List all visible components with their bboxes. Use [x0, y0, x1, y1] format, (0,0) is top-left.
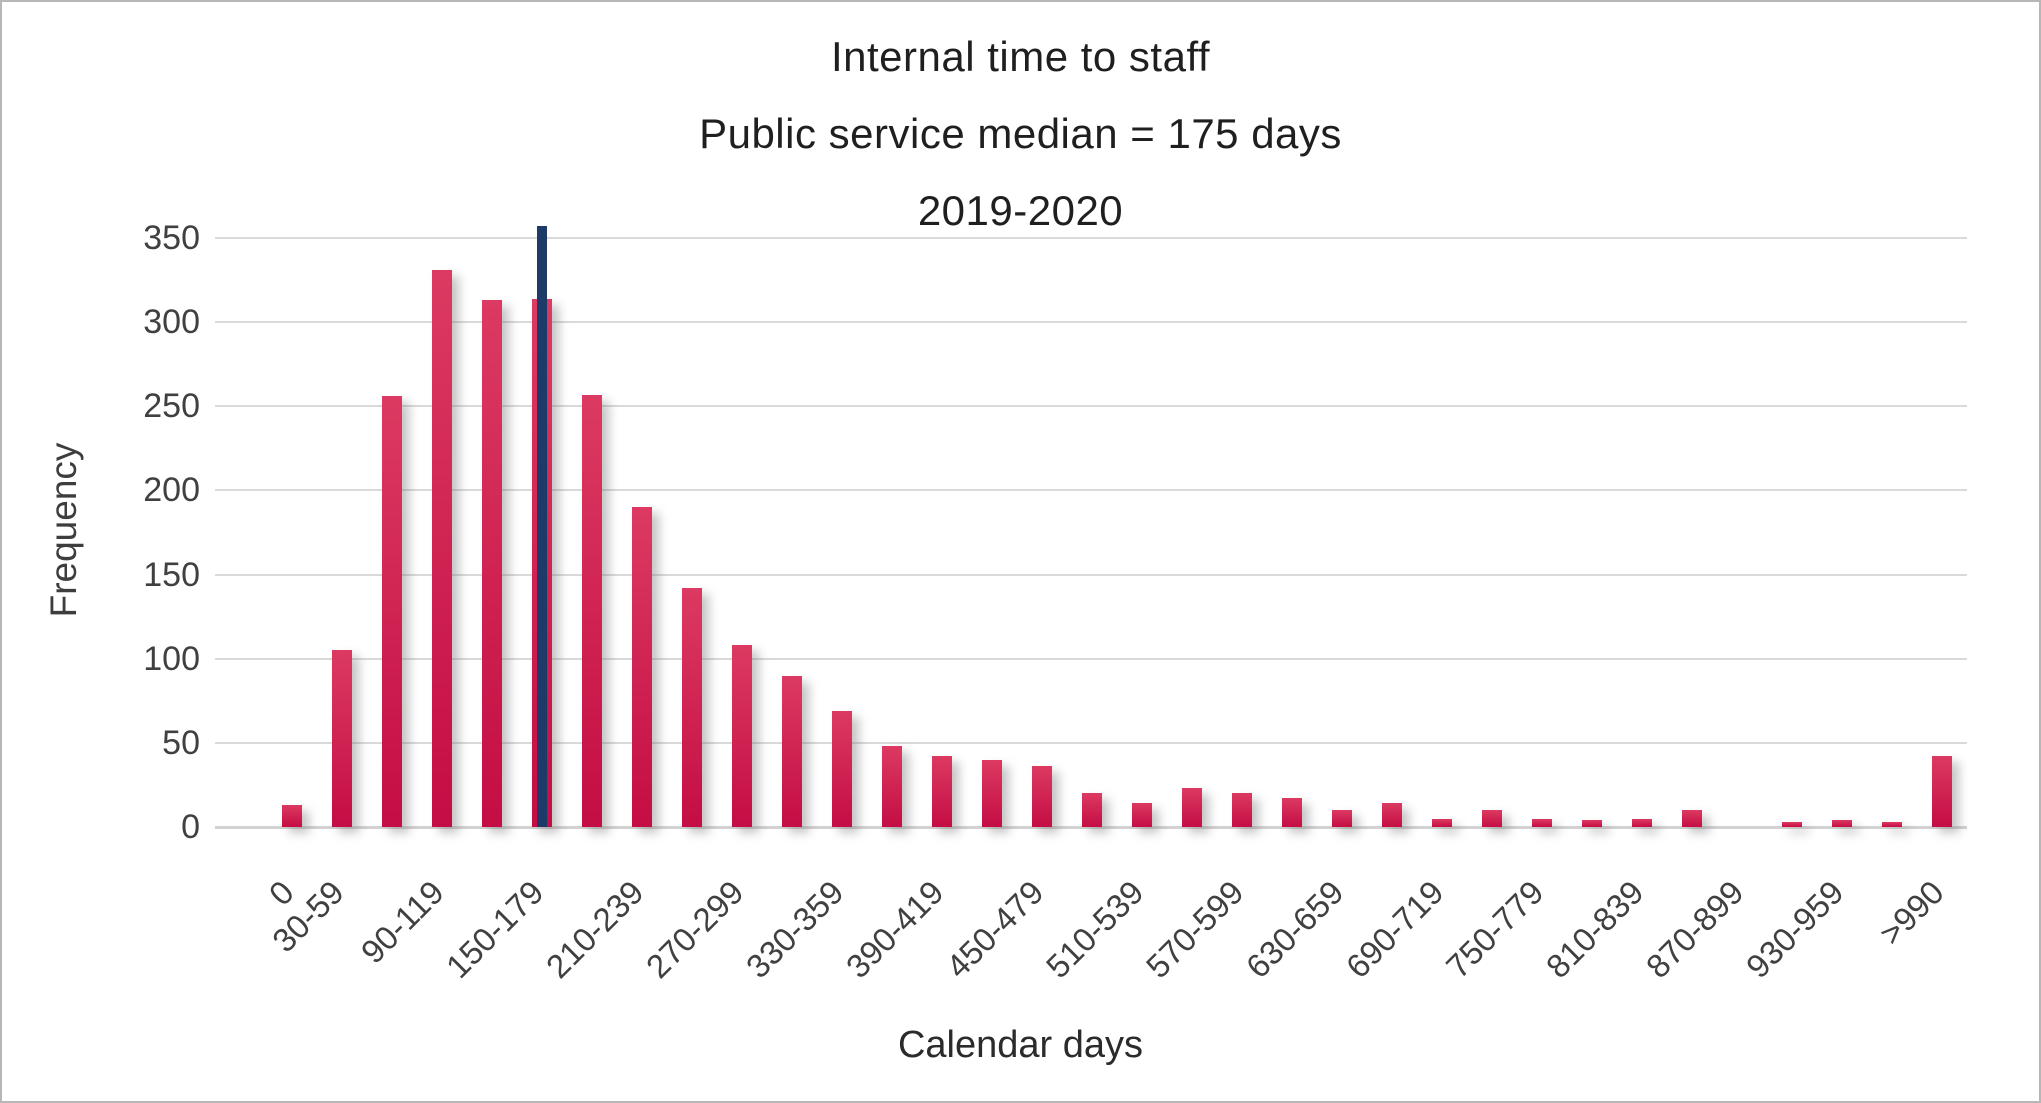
bar [882, 746, 902, 827]
bar [1882, 821, 1902, 827]
x-axis-title: Calendar days [897, 1024, 1144, 1066]
bar [1782, 821, 1802, 827]
x-tick-label: 870-899 [1638, 873, 1751, 986]
bar [1332, 810, 1352, 827]
y-tick-label: 0 [181, 808, 200, 846]
gridline [215, 237, 1967, 239]
bar [1382, 803, 1402, 827]
gridline [215, 405, 1967, 408]
gridline [215, 573, 1967, 576]
bar [1832, 820, 1852, 827]
bar [1582, 820, 1602, 827]
bar [682, 588, 702, 827]
y-tick-label: 250 [143, 387, 200, 426]
y-tick-label: 350 [143, 219, 200, 257]
bar [282, 805, 302, 827]
x-tick-label: 390-419 [838, 873, 951, 986]
bar [1532, 818, 1552, 827]
chart-title-line-2: Public service median = 175 days [699, 110, 1342, 157]
y-tick-label: 100 [143, 639, 200, 678]
bar [1482, 810, 1502, 827]
bar [1682, 810, 1702, 827]
bar [632, 507, 652, 827]
chart-title-line-1: Internal time to staff [830, 33, 1211, 80]
x-tick-label: >990 [1871, 873, 1951, 953]
bar [1282, 798, 1302, 827]
y-tick-label: 50 [162, 723, 200, 762]
y-axis-title: Frequency [43, 442, 84, 617]
x-tick-label: 330-359 [738, 873, 851, 986]
y-tick-label: 150 [143, 555, 200, 594]
bar [932, 756, 952, 827]
bar [1932, 756, 1952, 827]
median-line [537, 226, 547, 827]
x-tick-label: 450-479 [938, 873, 1051, 986]
x-tick-label: 750-779 [1438, 873, 1551, 986]
bar [1632, 818, 1652, 827]
bar [1432, 818, 1452, 827]
gridline [215, 489, 1967, 492]
x-tick-label: 690-719 [1338, 873, 1451, 986]
y-tick-label: 300 [143, 303, 200, 342]
y-tick-label: 200 [143, 471, 200, 510]
x-tick-label: 930-959 [1738, 873, 1851, 986]
bar [832, 710, 852, 827]
bar [1232, 793, 1252, 827]
bar [1132, 803, 1152, 827]
chart-title-line-3: 2019-2020 [917, 187, 1124, 234]
bar [1182, 788, 1202, 827]
bar [732, 645, 752, 827]
bar [582, 394, 602, 827]
x-tick-label: 810-839 [1538, 873, 1651, 986]
x-tick-label: 510-539 [1038, 873, 1151, 986]
bar [982, 759, 1002, 827]
x-tick-label: 270-299 [638, 873, 751, 986]
x-tick-label: 90-119 [353, 873, 451, 971]
bar [1032, 766, 1052, 827]
gridline [215, 741, 1967, 744]
gridline [215, 321, 1967, 324]
bar [1082, 793, 1102, 827]
bar [782, 675, 802, 827]
x-axis-baseline [215, 826, 1967, 829]
bar [332, 650, 352, 827]
x-tick-label: 570-599 [1138, 873, 1251, 986]
bar [432, 269, 452, 827]
x-tick-label: 210-239 [538, 873, 651, 986]
x-tick-label: 630-659 [1238, 873, 1351, 986]
bar [382, 396, 402, 827]
chart-title: Internal time to staff Public service me… [2, 18, 2039, 249]
x-tick-label: 150-179 [438, 873, 551, 986]
gridline [215, 657, 1967, 660]
bar [482, 300, 502, 827]
